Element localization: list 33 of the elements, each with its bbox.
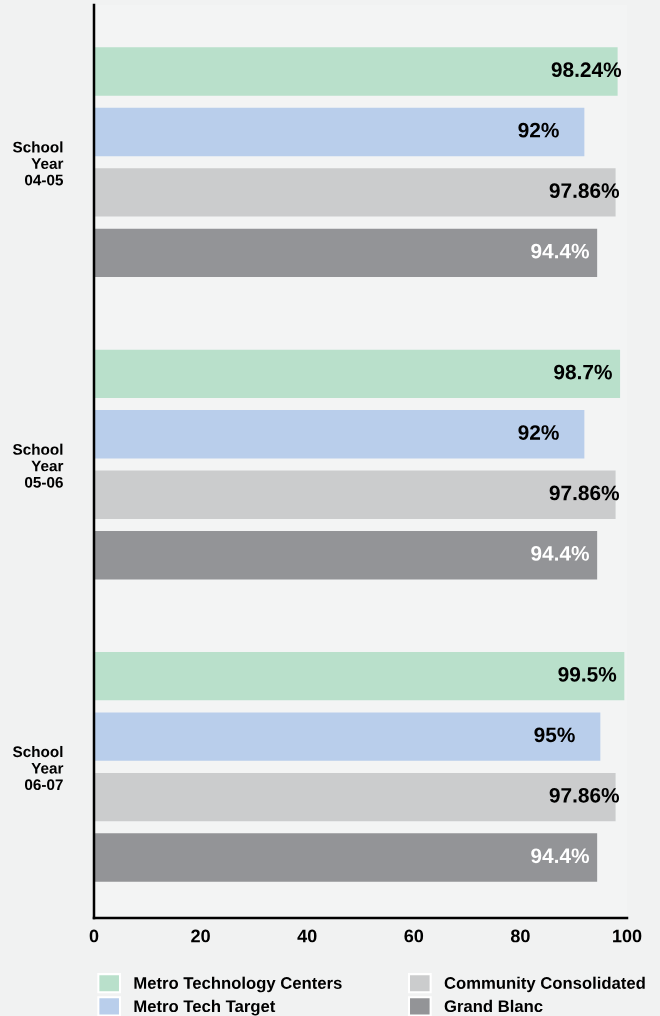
bar [94,712,601,761]
data-label: 94.4% [531,848,590,864]
bar [94,107,585,157]
x-tick-label: 20 [191,929,210,943]
x-tick-label: 0 [89,929,99,943]
x-tick-label: 80 [510,929,530,943]
legend-label: Grand Blanc [444,999,543,1013]
data-label: 92% [518,122,559,138]
bar [94,651,625,701]
y-tick-label: School Year 04-05 [12,141,64,186]
data-label: 95% [534,727,575,743]
data-label: 94.4% [531,243,590,259]
y-tick-label: School Year 06-07 [12,745,64,791]
data-label: 97.86% [549,183,620,199]
data-label: 98.7% [554,364,612,380]
bar [94,349,621,399]
data-label: 97.86% [549,787,620,803]
data-label: 94.4% [531,546,590,561]
data-label: 97.86% [549,485,620,501]
x-tick-label: 100 [613,929,642,943]
data-label: 98.24% [551,62,622,78]
bar [94,833,598,882]
legend-label: Metro Technology Centers [134,976,342,993]
data-label: 92% [518,425,559,440]
bar [94,410,585,459]
data-label: 99.5% [558,666,617,682]
legend-label: Metro Tech Target [134,999,276,1016]
x-tick-label: 60 [404,929,424,943]
x-tick-label: 40 [297,929,317,943]
y-tick-label: School Year 05-06 [12,443,64,488]
bar [94,531,598,580]
legend-label: Community Consolidated [444,976,645,993]
bar [94,228,598,278]
